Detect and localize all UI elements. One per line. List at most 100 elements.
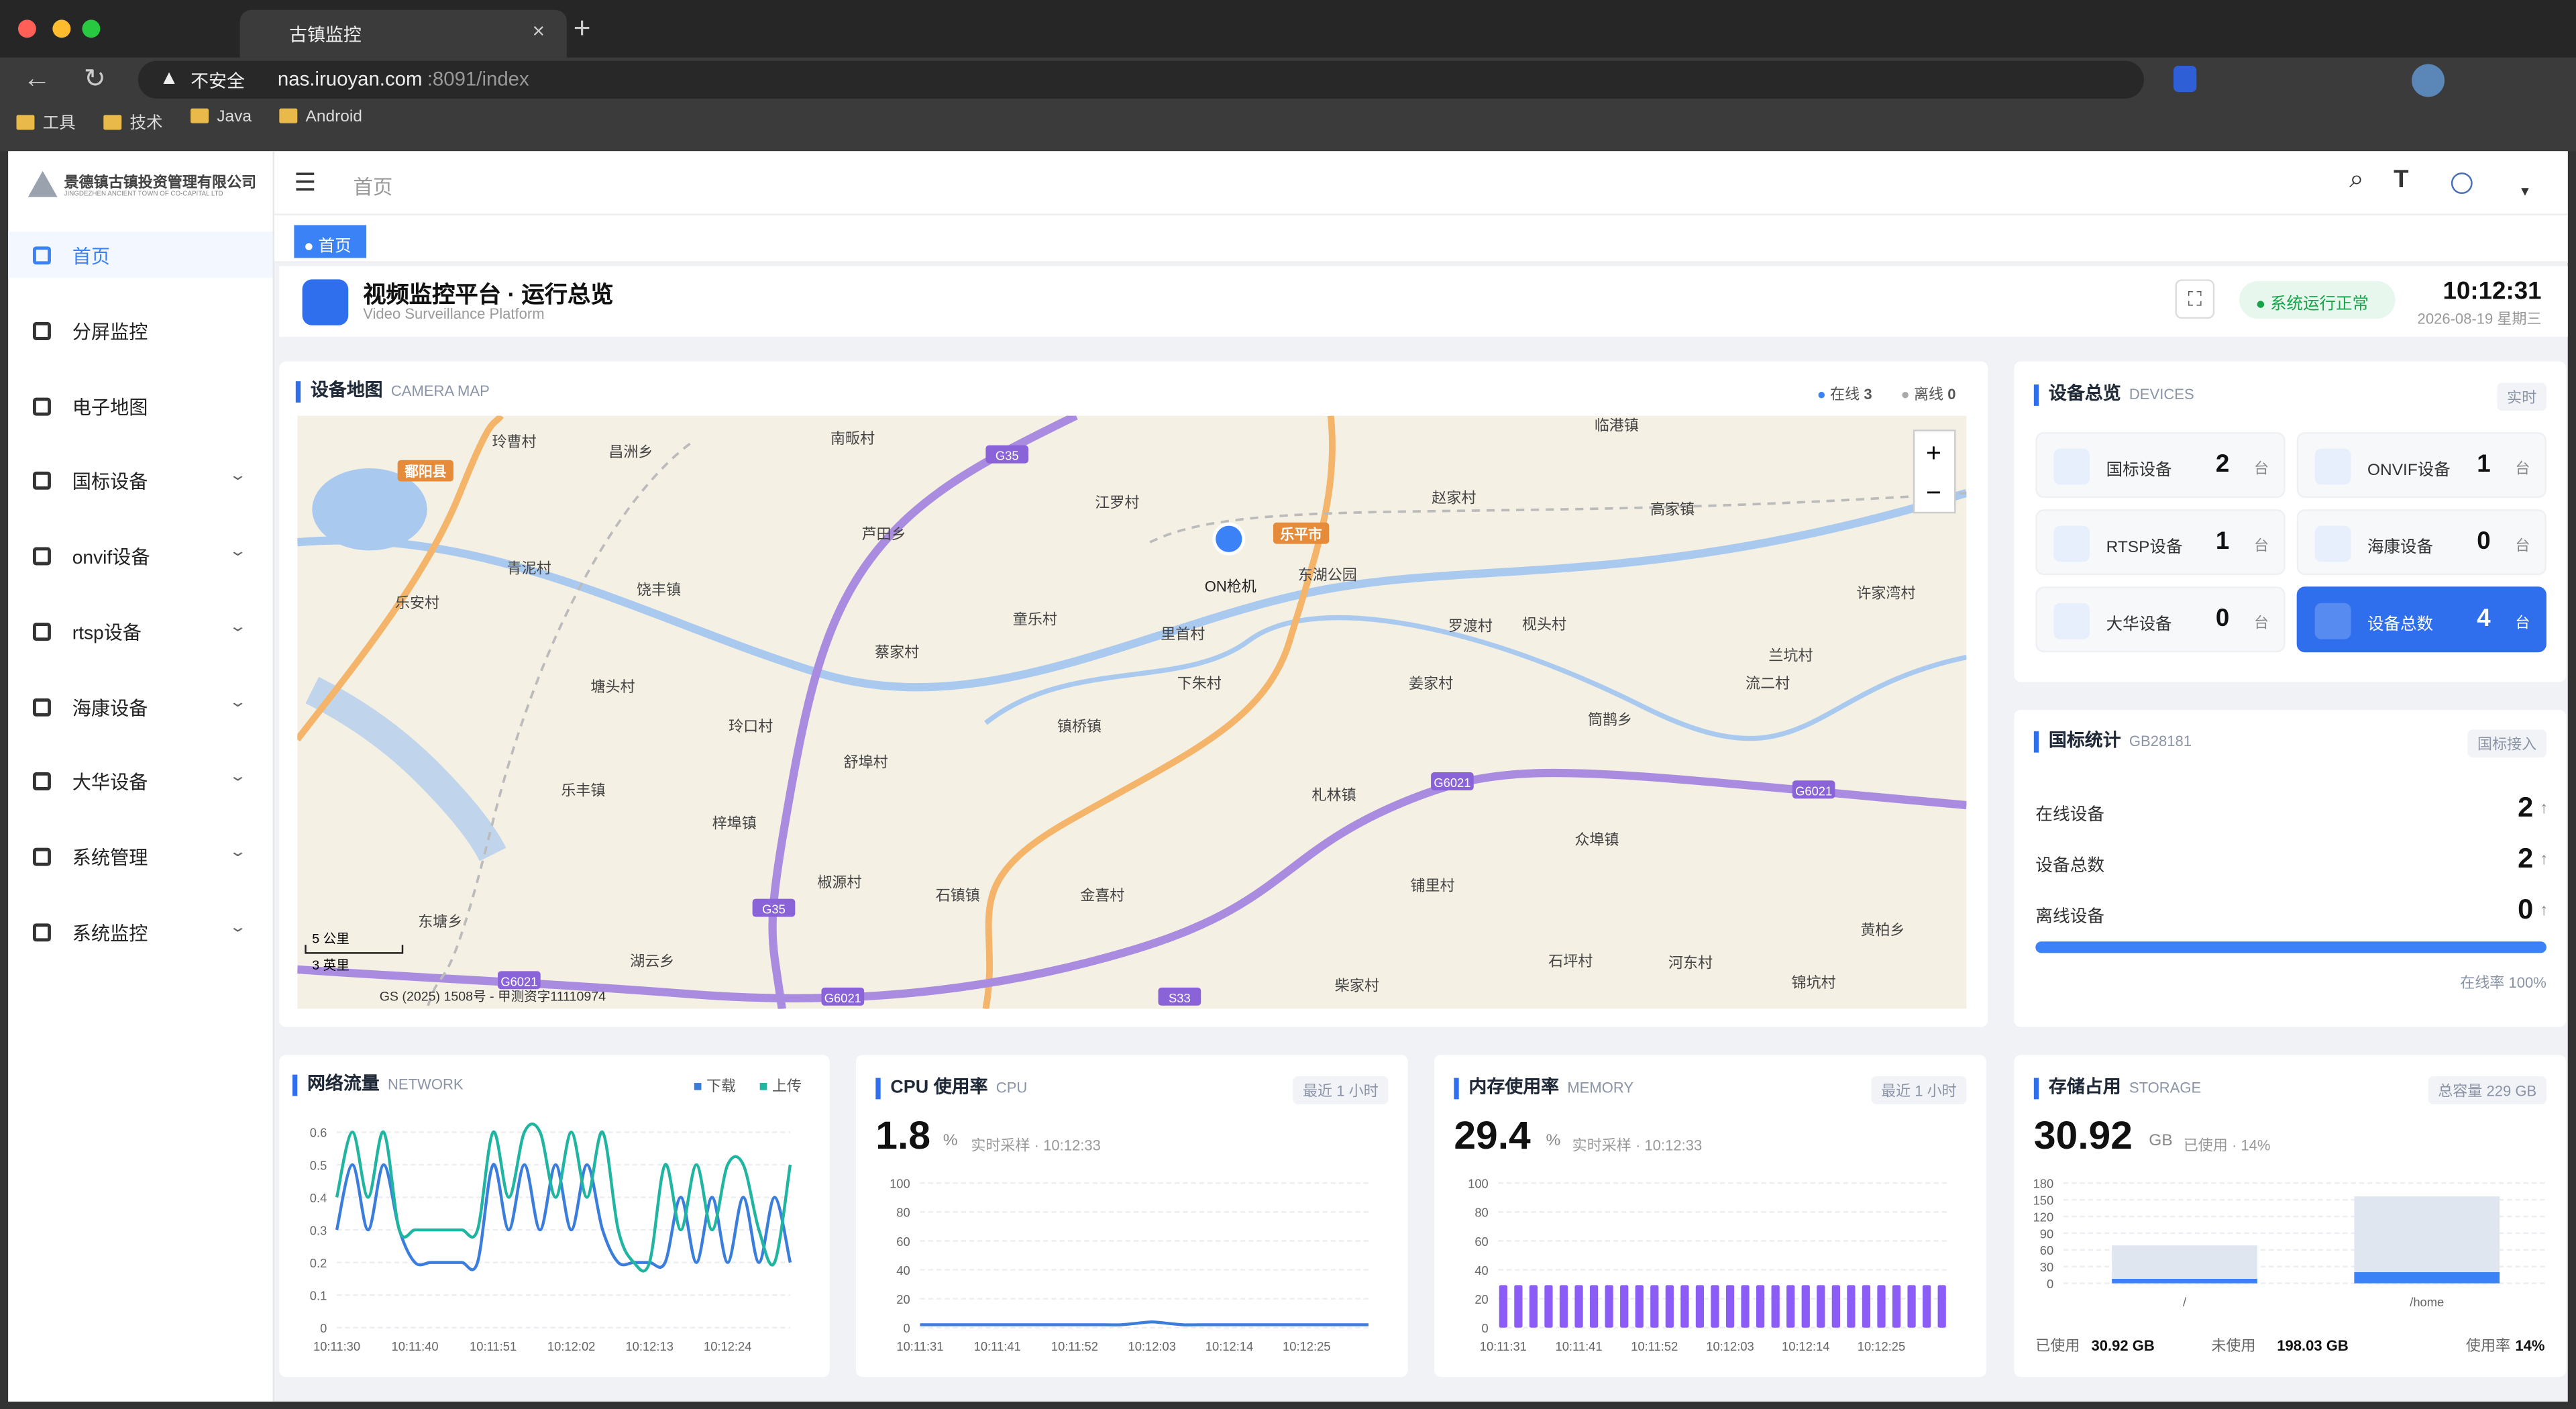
y-tick-label: 180 (2033, 1177, 2054, 1191)
bar (1847, 1285, 1856, 1328)
y-tick-label: 40 (896, 1263, 910, 1277)
bookmark-label: 技术 (129, 115, 163, 134)
bookmark-label: Android (305, 108, 362, 127)
profile-avatar[interactable] (2412, 64, 2445, 97)
minimize-button[interactable] (52, 19, 71, 38)
close-button[interactable] (17, 19, 36, 38)
panel-title: 国标统计 GB28181 (2033, 731, 2192, 753)
menu-icon (32, 847, 51, 866)
menu-item[interactable]: 系统监控 ⌄ (8, 908, 272, 955)
bookmark[interactable]: Java (191, 108, 252, 127)
storage-foot-label: 未使用 (2211, 1337, 2255, 1354)
city-label: 鄱阳县 (404, 464, 447, 480)
active-tab[interactable]: 古镇监控 × (239, 9, 567, 58)
reload-button[interactable]: ↻ (83, 65, 106, 94)
device-count: 1 (2215, 527, 2230, 556)
zoom-out[interactable]: − (1926, 478, 1941, 507)
rate-text: 在线率 100% (2460, 971, 2546, 992)
bar (1801, 1285, 1810, 1328)
device-icon (2053, 603, 2090, 639)
bar (2112, 1245, 2257, 1284)
y-tick-label: 90 (2040, 1227, 2053, 1241)
highway (768, 415, 1078, 1009)
bookmark[interactable]: 技术 (103, 109, 163, 134)
scale-mi: 3 英里 (312, 958, 349, 973)
device-unit: 台 (2254, 537, 2269, 554)
bar (1923, 1285, 1931, 1328)
menu-item[interactable]: 海康设备 ⌄ (8, 684, 272, 730)
menu-item[interactable]: rtsp设备 ⌄ (8, 608, 272, 654)
menu-item[interactable]: 系统管理 ⌄ (8, 833, 272, 880)
menu-item[interactable]: 分屏监控 (8, 307, 272, 354)
menu-item[interactable]: onvif设备 ⌄ (8, 532, 272, 578)
camera-marker[interactable] (1212, 522, 1246, 556)
bar (1831, 1285, 1840, 1328)
place-label: 众埠镇 (1574, 831, 1619, 848)
menu-icon (32, 923, 51, 942)
road-shield (985, 445, 1029, 464)
storage-foot-label: 已使用 (2035, 1337, 2080, 1354)
maximize-button[interactable] (82, 19, 101, 38)
device-tile: RTSP设备 1 台 (2035, 509, 2286, 576)
map[interactable]: ON枪机 + − 5 公里 3 英里 GS (2025) 1508号 - 甲测资… (297, 415, 1967, 1009)
back-button[interactable]: ← (23, 62, 51, 94)
stat-value: 0 (2518, 894, 2534, 925)
y-tick-label: 0.2 (310, 1256, 327, 1270)
device-label: 大华设备 (2106, 616, 2172, 635)
device-unit: 台 (2254, 460, 2269, 477)
memory-value: 29.4 (1454, 1114, 1531, 1159)
online-legend: ● 在线 3 (1817, 386, 1872, 403)
extension-icon[interactable] (2174, 65, 2197, 93)
menu-item[interactable]: 电子地图 (8, 383, 272, 429)
bar (1695, 1285, 1705, 1328)
user-avatar[interactable] (2451, 172, 2473, 194)
menu-item[interactable]: 大华设备 ⌄ (8, 758, 272, 804)
tab-close[interactable]: × (532, 17, 545, 43)
address-bar[interactable]: ▲ 不安全 nas.iruoyan.com :8091/index (138, 60, 2144, 99)
stat-label: 设备总数 (2035, 855, 2105, 876)
page-tag[interactable]: ● 首页 (294, 225, 367, 258)
road-label: G6021 (1795, 784, 1832, 798)
online-label: 在线 (1830, 386, 1860, 403)
search-icon[interactable]: ⌕ (2349, 166, 2365, 194)
tag-text: 首页 (318, 238, 352, 257)
menu-label: 海康设备 (72, 700, 148, 720)
place-label: 锦坑村 (1792, 974, 1836, 991)
place-label: 柴家村 (1335, 978, 1379, 994)
font-size-icon[interactable]: T (2394, 166, 2409, 194)
place-label: 玲曹村 (492, 433, 536, 450)
place-label: 赵家村 (1432, 489, 1476, 506)
fullscreen-button[interactable]: ⛶ (2175, 279, 2215, 319)
place-label: 罗渡村 (1448, 617, 1493, 634)
menu-item[interactable]: 首页 (8, 231, 273, 278)
place-label: 青泥村 (507, 560, 551, 577)
user-dropdown[interactable]: ▼ (2518, 184, 2532, 199)
device-icon (2053, 525, 2090, 562)
zoom-in[interactable]: + (1926, 439, 1941, 468)
clock-date: 2026-08-19 星期三 (2417, 310, 2542, 327)
y-tick-label: 40 (1474, 1263, 1488, 1277)
header: ☰ 首页 ⌕ T ▼ (274, 151, 2568, 214)
place-label: 饶丰镇 (637, 582, 681, 598)
panel-badge: 最近 1 小时 (1293, 1076, 1389, 1104)
rate-track (2035, 941, 2546, 953)
new-tab[interactable]: + (573, 11, 591, 45)
bar (1817, 1285, 1825, 1328)
series-line (335, 1163, 792, 1271)
bar (2354, 1196, 2500, 1284)
menu-toggle[interactable]: ☰ (294, 169, 317, 197)
title-text: CPU 使用率 (890, 1078, 988, 1098)
device-unit: 台 (2515, 537, 2530, 554)
menu-item[interactable]: 国标设备 ⌄ (8, 457, 272, 503)
bookmark[interactable]: Android (279, 108, 362, 127)
bar (1786, 1285, 1795, 1328)
bookmark-label: 工具 (42, 115, 76, 134)
panel-badge: 实时 (2497, 382, 2546, 411)
legend-label: 上传 (771, 1078, 802, 1095)
place-label: 椒源村 (817, 874, 861, 890)
scale-bar (305, 945, 404, 954)
bookmark[interactable]: 工具 (16, 109, 76, 134)
menu-label: 电子地图 (72, 399, 148, 419)
y-tick-label: 80 (1474, 1206, 1488, 1220)
breadcrumb[interactable]: 首页 (353, 176, 393, 199)
